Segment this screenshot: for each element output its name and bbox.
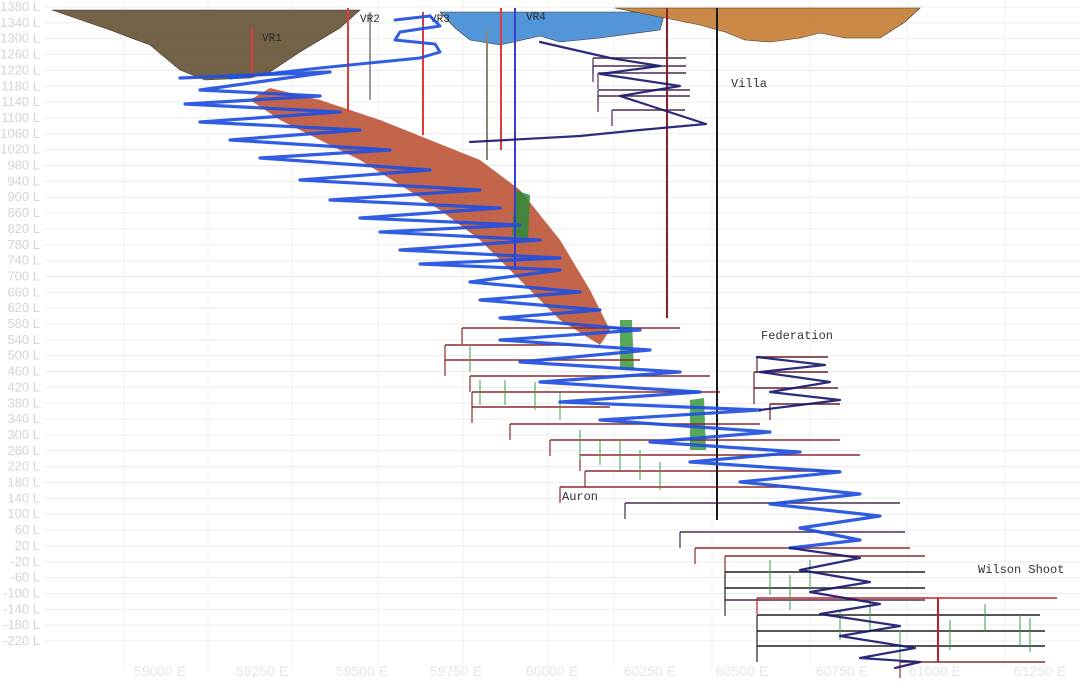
pit-central-blue xyxy=(439,11,666,46)
y-axis-label: 300 L xyxy=(7,427,40,442)
ore-upper xyxy=(250,88,610,345)
y-axis-label: 700 L xyxy=(7,268,40,283)
y-axis-label: 500 L xyxy=(7,348,40,363)
y-axis-label: 460 L xyxy=(7,364,40,379)
y-axis-label: -100 L xyxy=(3,585,40,600)
y-axis-label: 540 L xyxy=(7,332,40,347)
y-axis-label: 820 L xyxy=(7,221,40,236)
decline-vr3-spiral xyxy=(228,14,442,80)
y-axis-label: 860 L xyxy=(7,205,40,220)
pit-east xyxy=(614,7,921,43)
y-axis-label: 340 L xyxy=(7,411,40,426)
y-axis-label: 20 L xyxy=(15,538,40,553)
x-axis-label: 60000 E xyxy=(526,663,578,679)
y-axis-label: 740 L xyxy=(7,253,40,268)
x-axis-label: 60500 E xyxy=(716,663,768,679)
y-axis-label: 940 L xyxy=(7,173,40,188)
ore-green-3 xyxy=(512,190,530,240)
x-axis-label: 59000 E xyxy=(134,663,186,679)
y-axis-label: 140 L xyxy=(7,490,40,505)
y-axis-label: -140 L xyxy=(3,601,40,616)
x-axis-label: 60250 E xyxy=(624,663,676,679)
open-pits xyxy=(51,7,921,81)
x-axis-label: 59750 E xyxy=(430,663,482,679)
decline-ws xyxy=(788,546,922,670)
x-axis-label: 60750 E xyxy=(816,663,868,679)
vr4-label: VR4 xyxy=(526,12,546,24)
y-axis-label: -180 L xyxy=(3,617,40,632)
x-axis-label: 61250 E xyxy=(1014,663,1066,679)
y-axis-label: 60 L xyxy=(15,522,40,537)
y-axis-label: 1220 L xyxy=(0,62,40,77)
y-axis-label: 1060 L xyxy=(0,126,40,141)
y-axis-label: 780 L xyxy=(7,237,40,252)
area-annotations: Villa Federation Auron Wilson Shoot xyxy=(562,77,1064,577)
y-axis-label: -60 L xyxy=(10,570,40,585)
y-axis-label: 1180 L xyxy=(1,78,40,93)
boreholes xyxy=(469,345,1031,660)
y-axis-label: 1340 L xyxy=(0,15,40,30)
y-axis-label: 1140 L xyxy=(1,94,40,109)
annotation-wilson-shoot: Wilson Shoot xyxy=(978,563,1064,577)
annotation-auron: Auron xyxy=(562,490,598,504)
y-axis-label: 580 L xyxy=(7,316,40,331)
y-axis-label: 380 L xyxy=(7,395,40,410)
y-axis-label: 1300 L xyxy=(0,31,40,46)
y-axis-label: 660 L xyxy=(7,284,40,299)
mine-levels xyxy=(444,57,1057,678)
decline-fed xyxy=(755,355,842,412)
y-axis-label: 1100 L xyxy=(1,110,40,125)
y-axis-label: 1380 L xyxy=(0,0,40,14)
decline-villa xyxy=(468,40,708,144)
y-axis-label: -220 L xyxy=(3,633,40,648)
declines xyxy=(178,14,922,670)
y-axis-label: -20 L xyxy=(10,554,40,569)
x-axis-label: 59500 E xyxy=(336,663,388,679)
y-axis-label: 1020 L xyxy=(0,142,40,157)
y-axis-label: 980 L xyxy=(7,158,40,173)
vertical-gridlines xyxy=(123,0,1006,668)
pit-west xyxy=(51,9,361,81)
y-axis-label: 420 L xyxy=(7,379,40,394)
y-axis-label: 1260 L xyxy=(0,47,40,62)
y-axis-label: 620 L xyxy=(7,300,40,315)
vr1-label: VR1 xyxy=(262,33,282,45)
y-axis-label: 900 L xyxy=(7,189,40,204)
vr2-label: VR2 xyxy=(360,14,380,26)
annotation-villa: Villa xyxy=(731,77,767,91)
decline-main-blue xyxy=(178,70,882,550)
y-axis-label: 180 L xyxy=(7,475,40,490)
x-axis-label: 59250 E xyxy=(236,663,288,679)
annotation-federation: Federation xyxy=(761,329,833,343)
y-axis-label: 220 L xyxy=(7,459,40,474)
y-axis-label: 260 L xyxy=(7,443,40,458)
x-axis-label: 61000 E xyxy=(909,663,961,679)
y-axis-label: 100 L xyxy=(7,506,40,521)
x-axis-easting-labels: 59000 E 59250 E 59500 E 59750 E 60000 E 60250… xyxy=(134,663,1066,679)
